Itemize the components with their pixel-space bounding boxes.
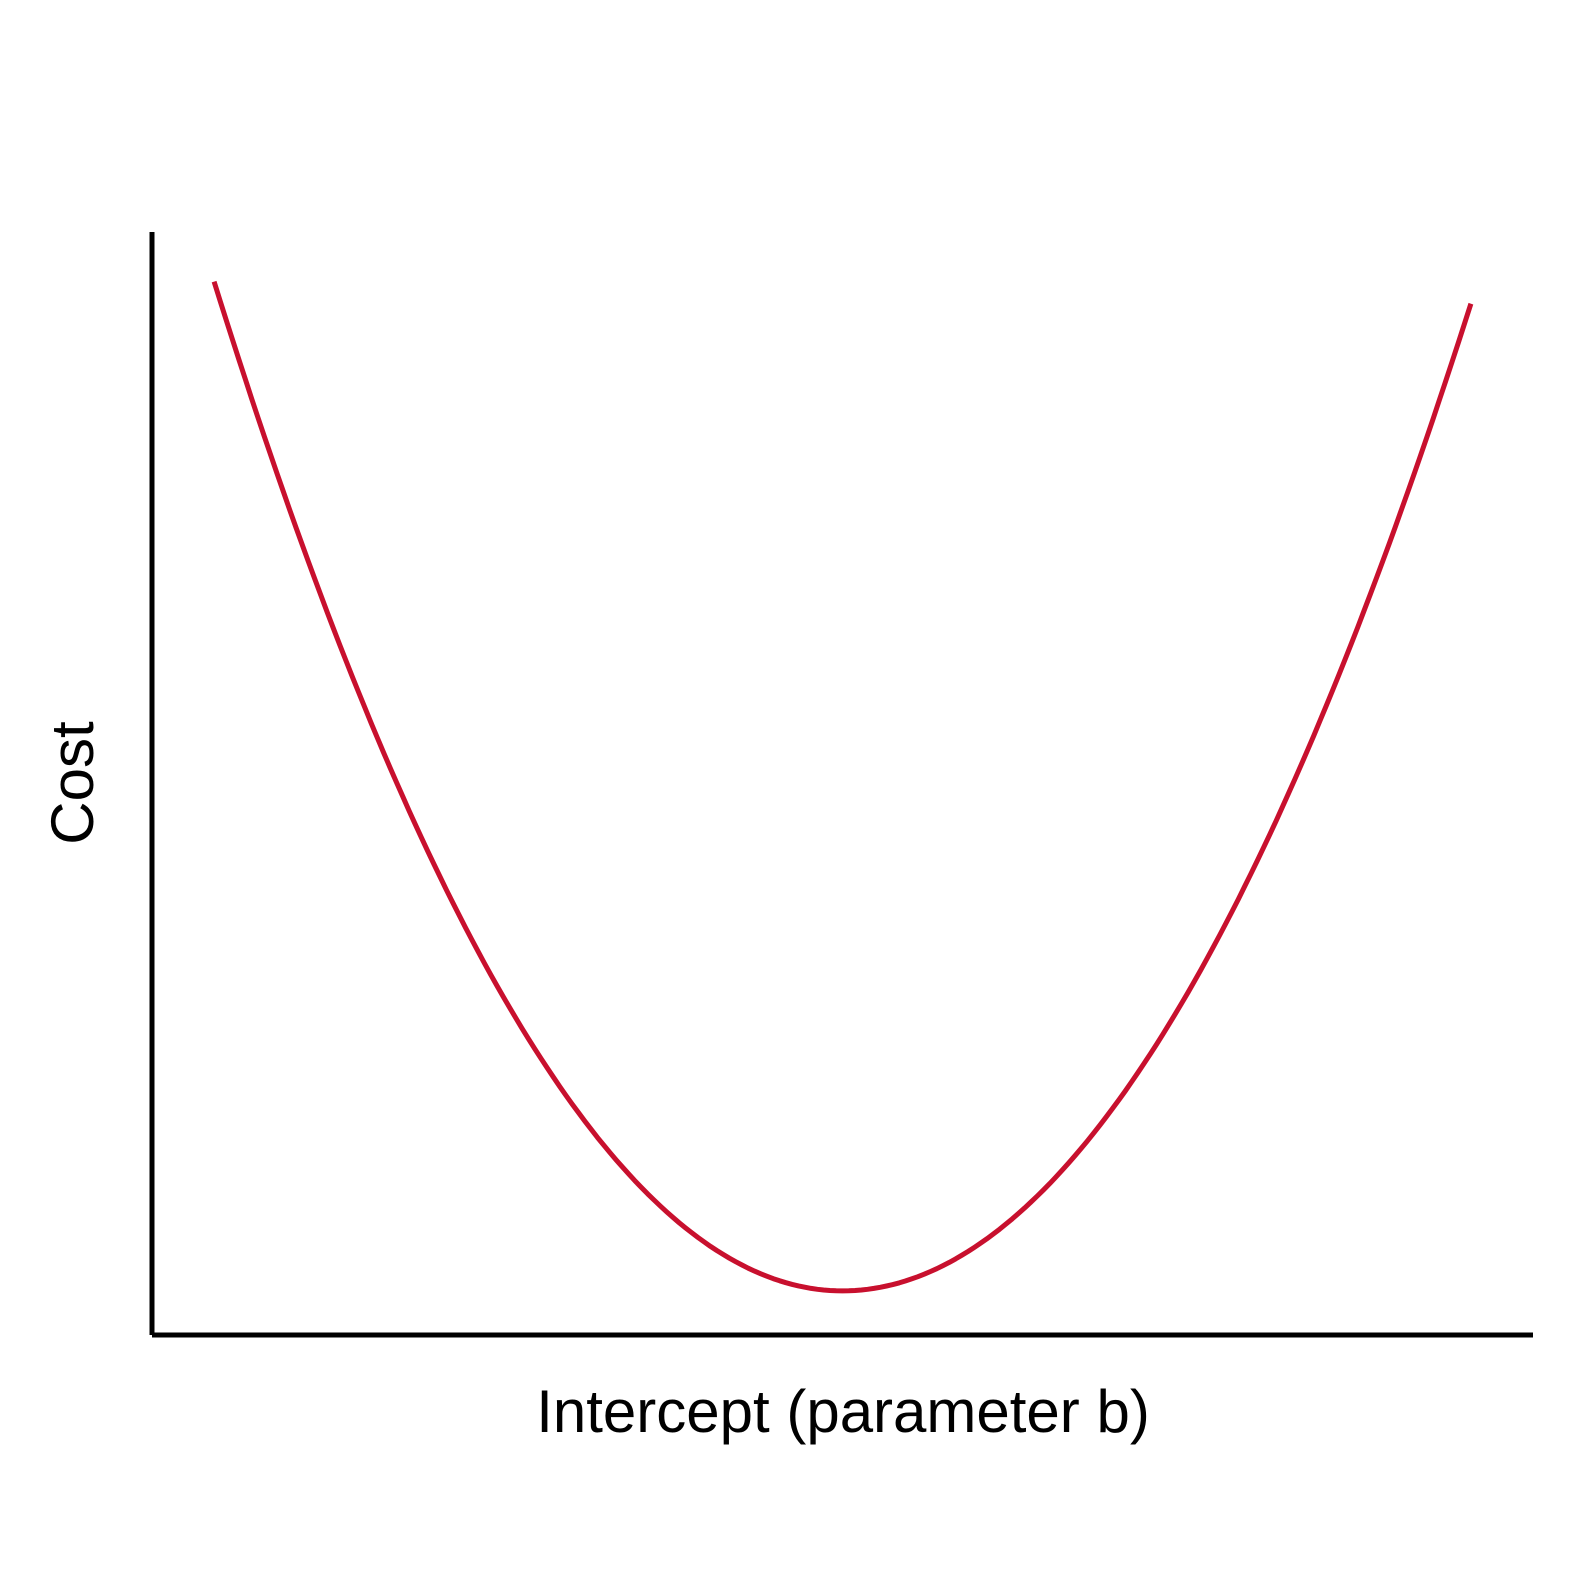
cost-curve-line [211,280,1474,1294]
plot-area [149,232,1533,1338]
y-axis-label: Cost [39,721,106,845]
x-axis-label: Intercept (parameter b) [536,1378,1150,1445]
series-layer [211,280,1474,1294]
